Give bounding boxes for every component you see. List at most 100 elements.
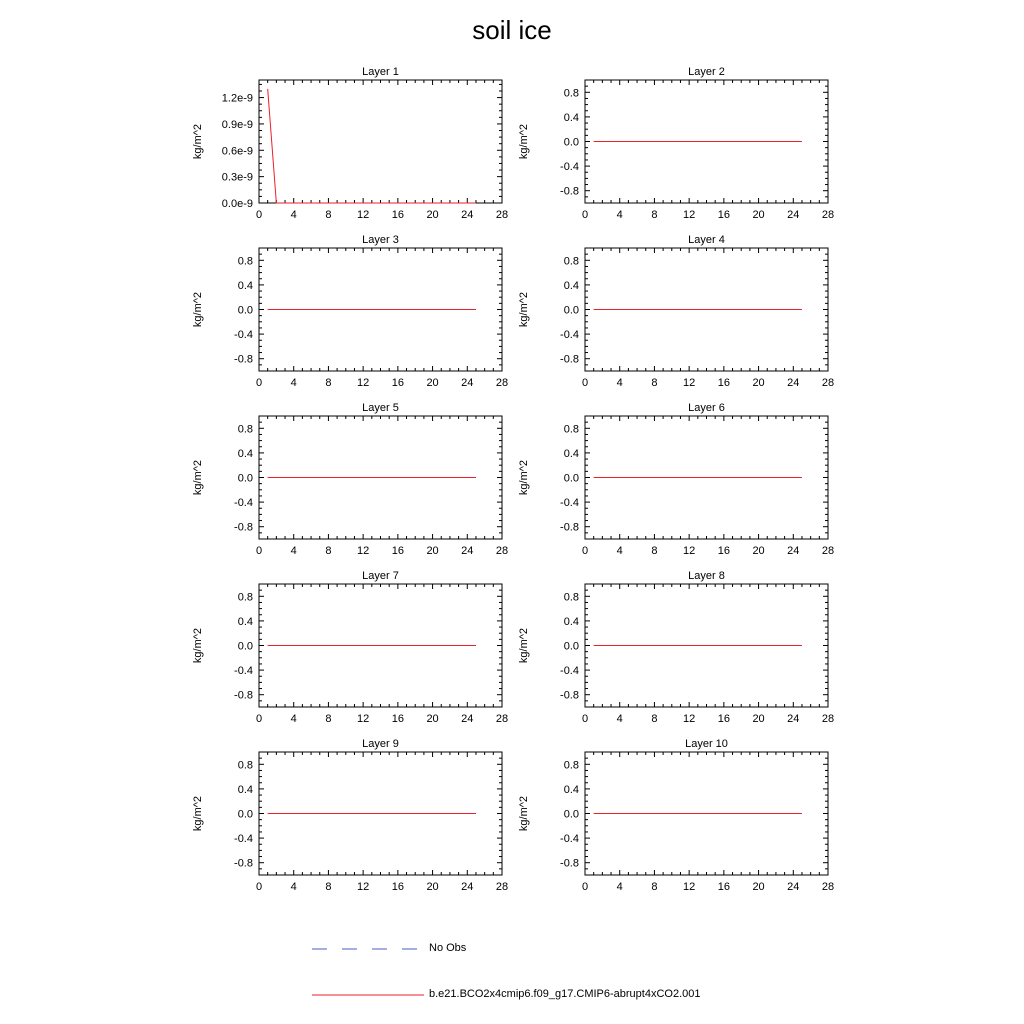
y-tick-label: 0.0: [564, 473, 579, 485]
series-line-layer-1: [267, 88, 476, 204]
x-tick-label: 20: [752, 545, 764, 557]
x-tick-label: 12: [357, 881, 369, 893]
y-tick-label: 0.3e-9: [222, 172, 253, 184]
panel-layer-2: Layer 2 kg/m^2 0 4 8 12 16 20 24 28 -0.8 -0.4 0.0 0.4…: [518, 66, 834, 221]
panel-layer-5: Layer 5 kg/m^2 0 4 8 12 16 20 24 28 -0.8 -0.4 0.0 0.4…: [192, 402, 508, 557]
panel-layer-6: Layer 6 kg/m^2 0 4 8 12 16 20 24 28 -0.8 -0.4 0.0 0.4…: [518, 402, 834, 557]
x-tick-label: 24: [787, 713, 799, 725]
x-tick-label: 4: [291, 881, 297, 893]
y-tick-label: 0.4: [564, 616, 579, 628]
x-tick-label: 0: [256, 209, 262, 221]
x-tick-label: 16: [392, 713, 404, 725]
y-tick-label: -0.4: [234, 329, 253, 341]
x-tick-label: 8: [325, 713, 331, 725]
y-tick-label: -0.8: [560, 858, 579, 870]
x-tick-label: 20: [426, 545, 438, 557]
x-tick-label: 16: [718, 377, 730, 389]
y-tick-label: 0.8: [564, 87, 579, 99]
y-tick-label: -0.4: [560, 161, 579, 173]
x-tick-label: 28: [822, 209, 834, 221]
x-tick-label: 4: [617, 377, 623, 389]
y-tick-label: -0.8: [560, 186, 579, 198]
x-tick-label: 8: [325, 881, 331, 893]
panel-title: Layer 8: [688, 570, 725, 582]
y-tick-label: 0.9e-9: [222, 119, 253, 131]
x-tick-label: 12: [357, 209, 369, 221]
y-axis-label: kg/m^2: [192, 796, 204, 831]
panel-title: Layer 6: [688, 402, 725, 414]
x-tick-label: 20: [426, 209, 438, 221]
x-tick-label: 24: [787, 377, 799, 389]
y-tick-label: 0.0: [564, 137, 579, 149]
y-tick-label: 0.0: [238, 641, 253, 653]
y-tick-label: 0.0: [564, 809, 579, 821]
x-tick-label: 28: [822, 713, 834, 725]
panel-title: Layer 10: [685, 738, 728, 750]
panel-title: Layer 5: [362, 402, 399, 414]
panel-layer-10: Layer 10 kg/m^2 0 4 8 12 16 20 24 28 -0.8 -0.4 0.0 0.…: [518, 738, 834, 893]
y-tick-label: 0.0: [238, 809, 253, 821]
x-tick-label: 28: [496, 713, 508, 725]
y-tick-label: 0.4: [238, 448, 253, 460]
x-tick-label: 24: [461, 713, 473, 725]
y-tick-label: 0.0: [564, 641, 579, 653]
x-tick-label: 16: [392, 545, 404, 557]
y-tick-label: 0.8: [238, 423, 253, 435]
x-tick-label: 12: [683, 209, 695, 221]
y-tick-label: -0.8: [234, 690, 253, 702]
x-tick-label: 28: [496, 881, 508, 893]
x-tick-label: 20: [752, 209, 764, 221]
x-tick-label: 8: [325, 377, 331, 389]
y-tick-label: -0.4: [234, 665, 253, 677]
x-tick-label: 4: [617, 881, 623, 893]
y-tick-label: -0.8: [234, 354, 253, 366]
y-tick-label: -0.8: [560, 522, 579, 534]
x-tick-label: 0: [582, 377, 588, 389]
y-tick-label: -0.4: [234, 497, 253, 509]
y-tick-label: 0.4: [238, 280, 253, 292]
x-tick-label: 0: [256, 377, 262, 389]
x-tick-label: 16: [718, 209, 730, 221]
x-tick-label: 12: [357, 545, 369, 557]
x-tick-label: 24: [787, 209, 799, 221]
x-tick-label: 8: [651, 881, 657, 893]
x-tick-label: 16: [392, 881, 404, 893]
x-tick-label: 20: [426, 377, 438, 389]
x-tick-label: 0: [256, 545, 262, 557]
x-tick-label: 20: [752, 377, 764, 389]
y-tick-label: -0.8: [234, 522, 253, 534]
x-tick-label: 0: [582, 713, 588, 725]
y-tick-label: 0.6e-9: [222, 145, 253, 157]
x-tick-label: 16: [718, 713, 730, 725]
y-axis-label: kg/m^2: [518, 796, 530, 831]
y-tick-label: 0.0: [238, 305, 253, 317]
x-tick-label: 4: [617, 713, 623, 725]
y-tick-label: 0.0e-9: [222, 198, 253, 210]
y-axis-label: kg/m^2: [192, 628, 204, 663]
y-tick-label: 0.8: [564, 423, 579, 435]
x-tick-label: 8: [325, 545, 331, 557]
y-tick-label: -0.4: [560, 329, 579, 341]
y-tick-label: -0.4: [560, 497, 579, 509]
x-tick-label: 28: [822, 881, 834, 893]
x-tick-label: 20: [752, 881, 764, 893]
x-tick-label: 20: [426, 881, 438, 893]
y-tick-label: 0.0: [238, 473, 253, 485]
y-tick-label: 0.0: [564, 305, 579, 317]
x-tick-label: 24: [787, 881, 799, 893]
x-tick-label: 12: [683, 377, 695, 389]
y-tick-label: 0.8: [238, 255, 253, 267]
x-tick-label: 0: [582, 545, 588, 557]
x-tick-label: 12: [683, 713, 695, 725]
y-tick-label: 0.4: [238, 616, 253, 628]
x-tick-label: 12: [357, 377, 369, 389]
x-tick-label: 4: [291, 377, 297, 389]
y-axis-label: kg/m^2: [192, 292, 204, 327]
x-tick-label: 0: [582, 881, 588, 893]
y-tick-label: -0.8: [234, 858, 253, 870]
panel-title: Layer 4: [688, 234, 725, 246]
x-tick-label: 16: [718, 545, 730, 557]
x-tick-label: 24: [461, 545, 473, 557]
y-tick-label: 0.4: [564, 448, 579, 460]
